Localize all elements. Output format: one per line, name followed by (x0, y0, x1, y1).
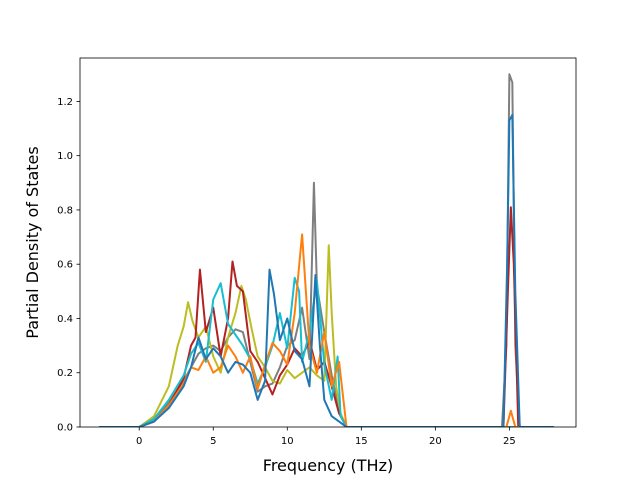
x-tick-label: 25 (503, 436, 516, 447)
x-tick-label: 15 (355, 436, 368, 447)
axes-frame (79, 57, 577, 428)
y-tick-label: 0.4 (57, 314, 73, 325)
y-axis-label: Partial Density of States (23, 146, 42, 338)
y-tick-label: 0.6 (57, 260, 73, 271)
y-tick-label: 1.2 (57, 97, 73, 108)
x-axis-label: Frequency (THz) (263, 456, 393, 475)
x-tick-label: 20 (429, 436, 442, 447)
y-tick-label: 0.8 (57, 205, 73, 216)
x-ticks: 0 5 10 15 20 25 (136, 427, 516, 447)
series-layer (99, 73, 554, 427)
y-tick-label: 0.0 (57, 423, 73, 434)
x-tick-label: 10 (281, 436, 294, 447)
series-line-6 (99, 113, 554, 427)
y-ticks: 0.0 0.2 0.4 0.6 0.8 1.0 1.2 (57, 97, 80, 434)
series-line-2 (99, 244, 554, 427)
x-tick-label: 0 (136, 436, 142, 447)
y-tick-label: 0.2 (57, 368, 73, 379)
y-tick-label: 1.0 (57, 151, 73, 162)
x-tick-label: 5 (210, 436, 216, 447)
